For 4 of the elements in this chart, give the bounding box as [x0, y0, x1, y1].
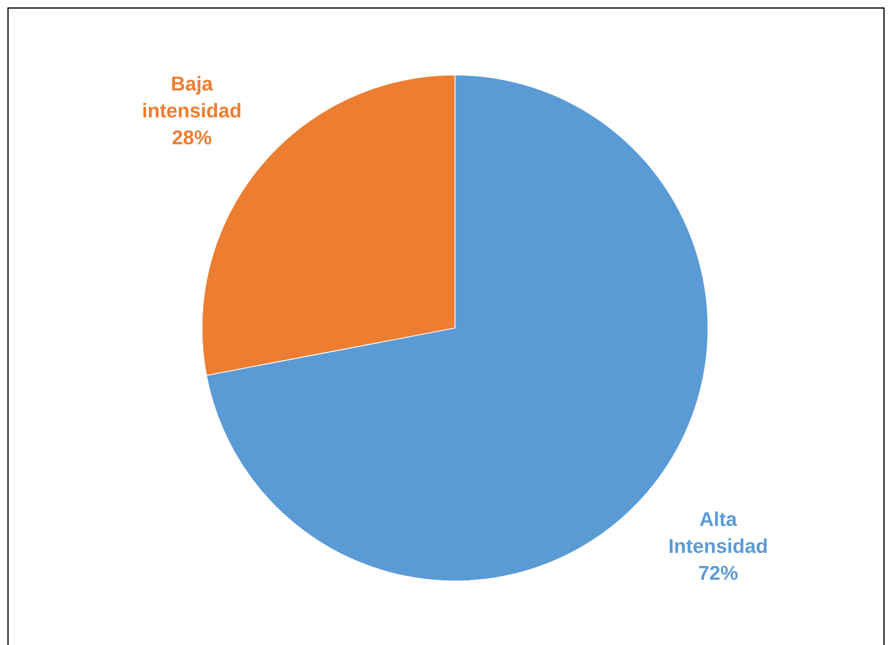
data-label: 72% — [699, 566, 738, 580]
slice-label: Alta Intensidad — [670, 512, 767, 554]
slice-label: Baja intensidad — [143, 76, 240, 118]
data-label: 28% — [172, 130, 212, 144]
